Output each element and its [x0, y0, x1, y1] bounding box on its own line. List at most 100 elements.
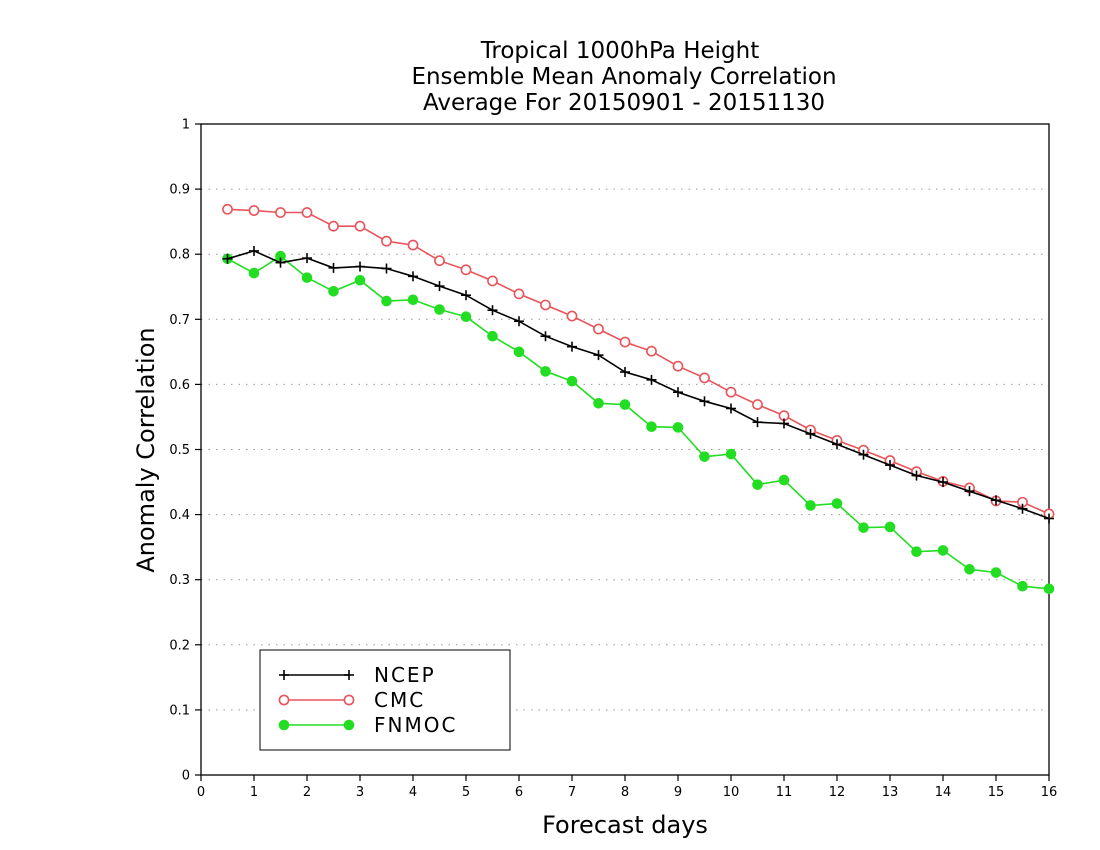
data-point-ncep	[752, 417, 763, 428]
data-point-cmc	[354, 220, 366, 232]
y-tick-label: 0.4	[169, 508, 190, 523]
data-point-cmc	[566, 310, 578, 322]
x-tick-label: 3	[356, 785, 364, 800]
chart-title-line-3: Average For 20150901 - 20151130	[423, 90, 825, 116]
series-fnmoc	[222, 250, 1055, 595]
legend-label-cmc: CMC	[374, 688, 425, 712]
data-point-fnmoc	[540, 366, 551, 377]
data-point-fnmoc	[646, 421, 657, 433]
y-tick-label: 0.2	[169, 638, 190, 653]
data-point-ncep	[1044, 513, 1054, 524]
data-point-cmc	[248, 205, 260, 216]
x-tick-label: 14	[935, 785, 952, 800]
data-point-cmc	[725, 386, 737, 398]
data-point-ncep	[514, 316, 524, 327]
data-point-fnmoc	[778, 474, 790, 486]
data-point-ncep	[434, 281, 445, 292]
data-point-ncep	[302, 253, 312, 264]
data-point-ncep	[593, 350, 604, 361]
data-point-cmc	[460, 264, 472, 276]
data-point-fnmoc	[1017, 580, 1028, 592]
data-point-ncep	[328, 262, 339, 273]
data-point-fnmoc	[354, 274, 366, 286]
data-point-fnmoc	[937, 545, 949, 556]
data-point-ncep	[885, 460, 895, 471]
y-tick-label: 0	[182, 769, 190, 784]
legend-marker-cmc	[343, 694, 355, 706]
data-point-fnmoc	[328, 286, 339, 297]
data-point-ncep	[805, 428, 816, 439]
data-point-fnmoc	[725, 448, 737, 460]
x-tick-label: 16	[1041, 785, 1058, 800]
data-point-ncep	[381, 263, 392, 274]
data-point-fnmoc	[513, 346, 525, 358]
data-point-fnmoc	[884, 521, 896, 533]
data-point-cmc	[699, 372, 710, 384]
y-tick-label: 0.3	[169, 573, 190, 588]
legend-entry-ncep: NCEP	[279, 663, 434, 687]
legend-marker-ncep	[279, 670, 289, 680]
data-point-ncep	[222, 253, 233, 264]
legend-marker-ncep	[344, 670, 354, 680]
data-point-ncep	[938, 477, 948, 488]
x-tick-label: 13	[882, 785, 899, 800]
y-tick-label: 1	[182, 118, 190, 133]
y-tick-label: 0.1	[169, 703, 190, 718]
data-point-fnmoc	[831, 498, 843, 509]
data-point-ncep	[461, 290, 471, 301]
y-tick-label: 0.7	[169, 313, 190, 328]
data-point-cmc	[328, 220, 339, 232]
data-point-fnmoc	[964, 563, 975, 575]
data-point-ncep	[991, 495, 1001, 506]
data-point-ncep	[779, 418, 789, 429]
x-tick-label: 9	[674, 785, 682, 800]
data-point-fnmoc	[619, 399, 631, 410]
data-point-ncep	[1017, 503, 1028, 514]
axis-ticks: 00.10.20.30.40.50.60.70.80.910 1 2 3 4 5 6 7 8 9 1…	[169, 118, 1057, 801]
x-tick-label: 2	[303, 785, 311, 800]
legend-marker-fnmoc	[343, 719, 355, 731]
chart-title: Tropical 1000hPa Height Ensemble Mean An…	[411, 38, 836, 116]
x-tick-label: 6	[515, 785, 523, 800]
data-point-fnmoc	[858, 522, 869, 533]
data-point-fnmoc	[672, 422, 684, 433]
data-point-ncep	[832, 439, 842, 450]
data-point-fnmoc	[434, 304, 445, 315]
chart-title-line-2: Ensemble Mean Anomaly Correlation	[411, 64, 836, 90]
series-ncep	[222, 245, 1054, 524]
series-line-fnmoc	[227, 255, 1050, 590]
data-point-fnmoc	[301, 272, 313, 283]
x-tick-label: 8	[621, 785, 629, 800]
data-point-ncep	[355, 261, 365, 272]
x-tick-label: 1	[250, 785, 258, 800]
data-point-cmc	[487, 275, 498, 287]
data-point-ncep	[275, 257, 286, 268]
legend-entry-cmc: CMC	[278, 688, 425, 712]
x-tick-label: 7	[568, 785, 576, 800]
data-point-ncep	[567, 341, 577, 352]
data-point-cmc	[275, 207, 286, 218]
data-point-fnmoc	[805, 500, 816, 511]
data-point-ncep	[408, 271, 418, 282]
data-point-cmc	[381, 235, 392, 247]
data-point-ncep	[540, 331, 551, 342]
data-point-fnmoc	[248, 267, 260, 279]
data-point-fnmoc	[407, 294, 419, 306]
data-point-ncep	[726, 403, 736, 414]
data-series	[222, 203, 1055, 595]
chart-title-line-1: Tropical 1000hPa Height	[480, 38, 760, 64]
data-point-fnmoc	[593, 397, 604, 409]
series-cmc	[222, 203, 1055, 520]
y-tick-label: 0.6	[169, 378, 190, 393]
data-point-ncep	[858, 449, 869, 460]
x-tick-label: 0	[197, 785, 205, 800]
data-point-fnmoc	[381, 295, 392, 307]
x-tick-label: 15	[988, 785, 1005, 800]
data-point-ncep	[911, 470, 922, 481]
data-point-fnmoc	[487, 330, 498, 342]
legend-label-fnmoc: FNMOC	[374, 713, 457, 737]
data-point-fnmoc	[752, 479, 763, 490]
data-point-cmc	[407, 239, 419, 251]
